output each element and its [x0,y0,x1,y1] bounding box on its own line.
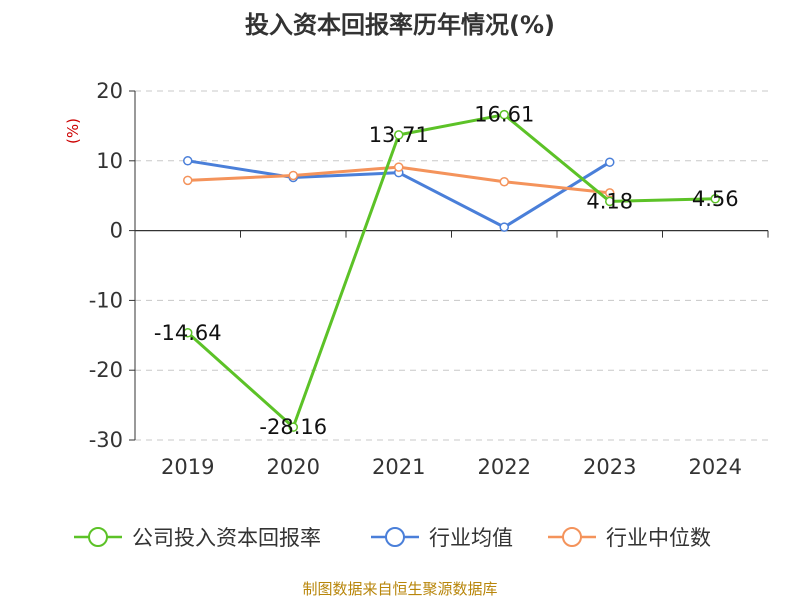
y-tick-labels: 20 10 0 -10 -20 -30 [89,79,123,452]
y-tick-label: -10 [89,288,123,312]
data-point [710,194,720,204]
x-tick-label: 2019 [161,455,214,479]
x-tick-label: 2023 [583,455,636,479]
source-note: 制图数据来自恒生聚源数据库 [302,580,497,598]
series-line-0 [186,113,716,429]
x-tick-labels: 2019 2020 2021 2022 2023 2024 [161,455,742,479]
x-tick-label: 2022 [478,455,531,479]
data-point [605,157,615,167]
data-point [183,328,193,338]
data-point [394,130,404,140]
data-label: 16.61 [474,103,534,127]
data-point [288,170,298,181]
data-label: -14.64 [154,321,222,345]
data-point [288,422,298,432]
chart-title: 投入资本回报率历年情况(%) [245,11,555,39]
data-label: -28.16 [259,415,327,439]
data-label: 4.18 [586,189,633,213]
data-point [499,222,509,232]
legend-label: 行业均值 [429,526,513,550]
y-tick-label: 20 [96,79,123,103]
y-tick-label: 0 [110,219,123,243]
x-tick-label: 2020 [267,455,320,479]
legend-item: 公司投入资本回报率 [74,526,321,550]
y-tick-label: -30 [89,428,123,452]
legend-marker-icon [562,527,582,547]
legend-item: 行业均值 [371,526,513,550]
data-label: 4.56 [692,187,739,211]
data-point [499,176,509,187]
legend-marker-icon [385,527,405,547]
axes [129,90,769,441]
legend-item: 行业中位数 [548,526,711,550]
legend-label: 行业中位数 [606,526,711,550]
legend-label: 公司投入资本回报率 [132,526,321,550]
legend: 公司投入资本回报率 行业均值 行业中位数 [74,526,711,550]
data-label: 13.71 [369,123,429,147]
x-tick-label: 2021 [372,455,425,479]
y-tick-label: 10 [96,149,123,173]
legend-marker-icon [88,527,108,547]
data-point [605,196,615,207]
data-point [394,162,404,172]
data-point [183,175,193,186]
series-lines [186,113,716,429]
data-point [499,109,509,120]
data-point [183,156,193,166]
series-points [183,109,720,432]
data-labels: -14.64 -28.16 13.71 16.61 4.18 4.56 [154,103,739,439]
y-tick-label: -20 [89,358,123,382]
x-tick-label: 2024 [689,455,742,479]
y-axis-label: (%) [64,118,82,144]
grid-lines [135,90,768,441]
